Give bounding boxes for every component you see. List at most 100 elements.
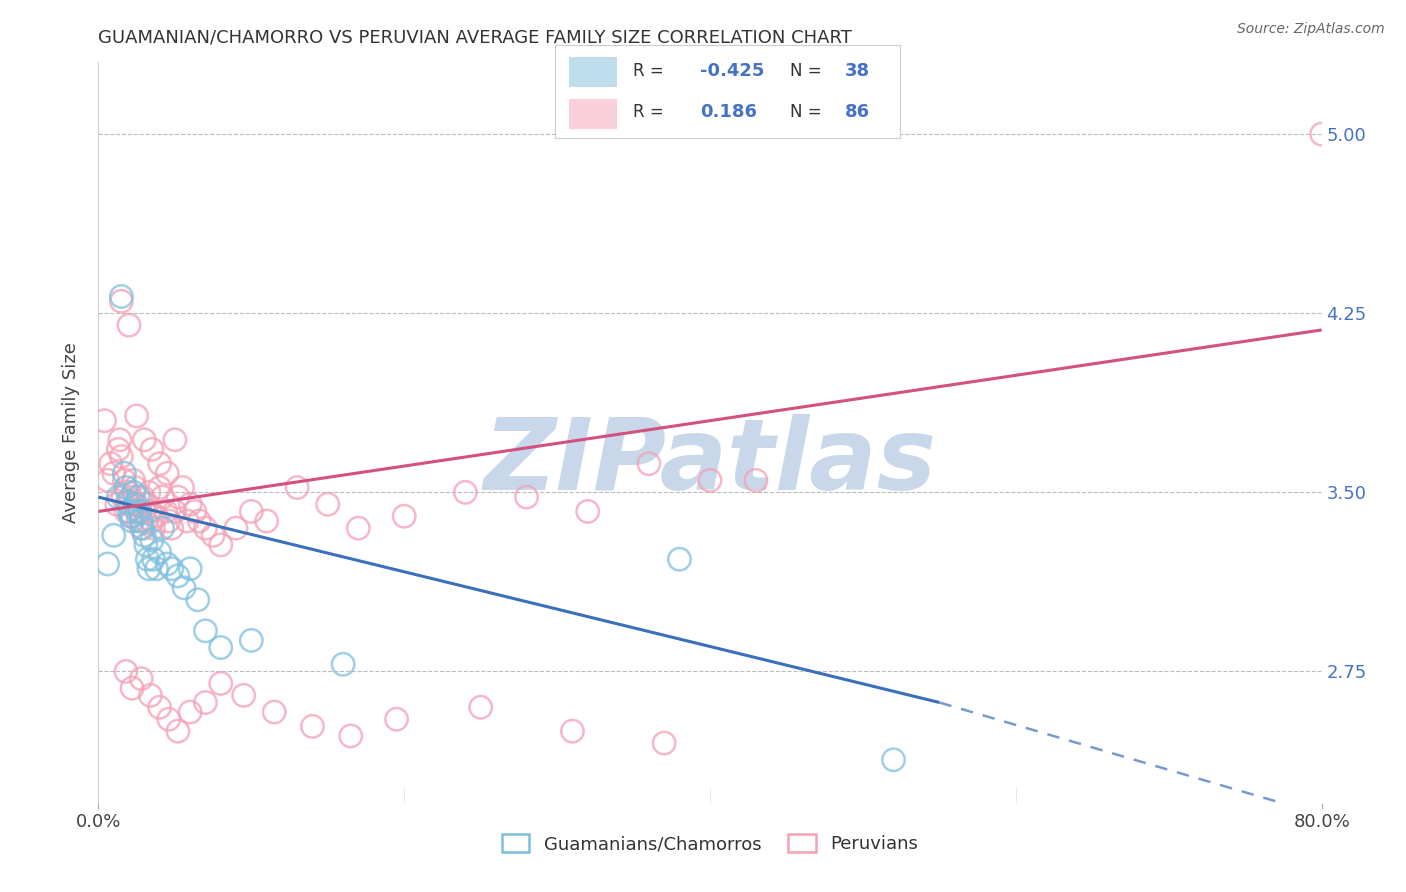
Point: [339, 729, 361, 743]
Point: [103, 528, 125, 542]
Point: [516, 490, 538, 504]
Point: [699, 474, 721, 488]
Point: [124, 481, 146, 495]
Point: [121, 509, 143, 524]
Point: [392, 509, 416, 524]
Point: [129, 514, 152, 528]
Text: R =: R =: [633, 103, 664, 121]
Point: [187, 592, 209, 607]
Text: 86: 86: [845, 103, 870, 121]
Point: [156, 557, 179, 571]
Point: [118, 497, 141, 511]
Point: [209, 640, 232, 655]
Point: [1310, 127, 1333, 141]
Point: [145, 562, 167, 576]
Point: [135, 538, 157, 552]
Text: GUAMANIAN/CHAMORRO VS PERUVIAN AVERAGE FAMILY SIZE CORRELATION CHART: GUAMANIAN/CHAMORRO VS PERUVIAN AVERAGE F…: [98, 29, 852, 47]
Point: [97, 557, 120, 571]
Point: [745, 474, 768, 488]
Point: [110, 289, 132, 303]
Point: [225, 521, 247, 535]
Text: N =: N =: [790, 103, 821, 121]
Point: [576, 504, 599, 518]
Point: [139, 689, 162, 703]
Point: [125, 409, 148, 423]
Point: [194, 521, 217, 535]
Point: [176, 514, 198, 528]
Point: [209, 676, 232, 690]
Point: [652, 736, 675, 750]
Text: 0.186: 0.186: [700, 103, 756, 121]
Point: [637, 457, 661, 471]
Point: [120, 509, 142, 524]
Point: [108, 433, 131, 447]
Point: [139, 504, 162, 518]
Point: [124, 497, 146, 511]
Point: [179, 497, 201, 511]
Point: [240, 504, 263, 518]
Point: [127, 490, 149, 504]
Y-axis label: Average Family Size: Average Family Size: [62, 343, 80, 523]
Point: [167, 490, 190, 504]
Point: [160, 562, 183, 576]
Point: [128, 504, 150, 518]
Point: [127, 514, 149, 528]
Point: [184, 504, 207, 518]
Text: N =: N =: [790, 62, 821, 79]
Point: [385, 712, 408, 726]
Point: [149, 545, 172, 559]
Point: [141, 442, 163, 457]
Point: [136, 497, 159, 511]
Point: [561, 724, 583, 739]
Point: [121, 681, 143, 695]
Point: [141, 533, 163, 547]
Point: [135, 514, 157, 528]
Point: [122, 485, 145, 500]
Point: [668, 552, 690, 566]
Point: [107, 442, 129, 457]
Point: [107, 490, 129, 504]
Point: [136, 552, 159, 566]
Text: R =: R =: [633, 62, 664, 79]
Point: [332, 657, 354, 672]
Point: [202, 528, 225, 542]
Point: [454, 485, 477, 500]
Point: [301, 719, 323, 733]
Point: [129, 521, 152, 535]
Point: [134, 433, 156, 447]
Point: [232, 689, 254, 703]
Point: [157, 514, 180, 528]
Point: [152, 490, 174, 504]
Point: [256, 514, 278, 528]
Point: [149, 457, 172, 471]
Point: [179, 562, 201, 576]
Point: [128, 504, 150, 518]
Point: [167, 724, 190, 739]
Point: [167, 569, 190, 583]
Point: [138, 485, 160, 500]
Point: [100, 457, 122, 471]
Point: [160, 521, 183, 535]
Text: 38: 38: [845, 62, 870, 79]
Point: [110, 450, 132, 464]
Point: [157, 712, 180, 726]
Point: [316, 497, 339, 511]
Point: [134, 528, 156, 542]
Point: [93, 414, 115, 428]
Point: [141, 514, 163, 528]
Point: [145, 509, 167, 524]
Point: [129, 672, 152, 686]
Point: [173, 581, 195, 595]
Text: ZIPatlas: ZIPatlas: [484, 414, 936, 511]
Bar: [569, 99, 617, 129]
Point: [285, 481, 308, 495]
Point: [156, 467, 179, 481]
Point: [263, 705, 285, 719]
Point: [138, 562, 160, 576]
Point: [118, 318, 141, 333]
Point: [105, 497, 128, 511]
Point: [149, 481, 172, 495]
Point: [152, 521, 174, 535]
Point: [115, 481, 138, 495]
Point: [179, 705, 201, 719]
